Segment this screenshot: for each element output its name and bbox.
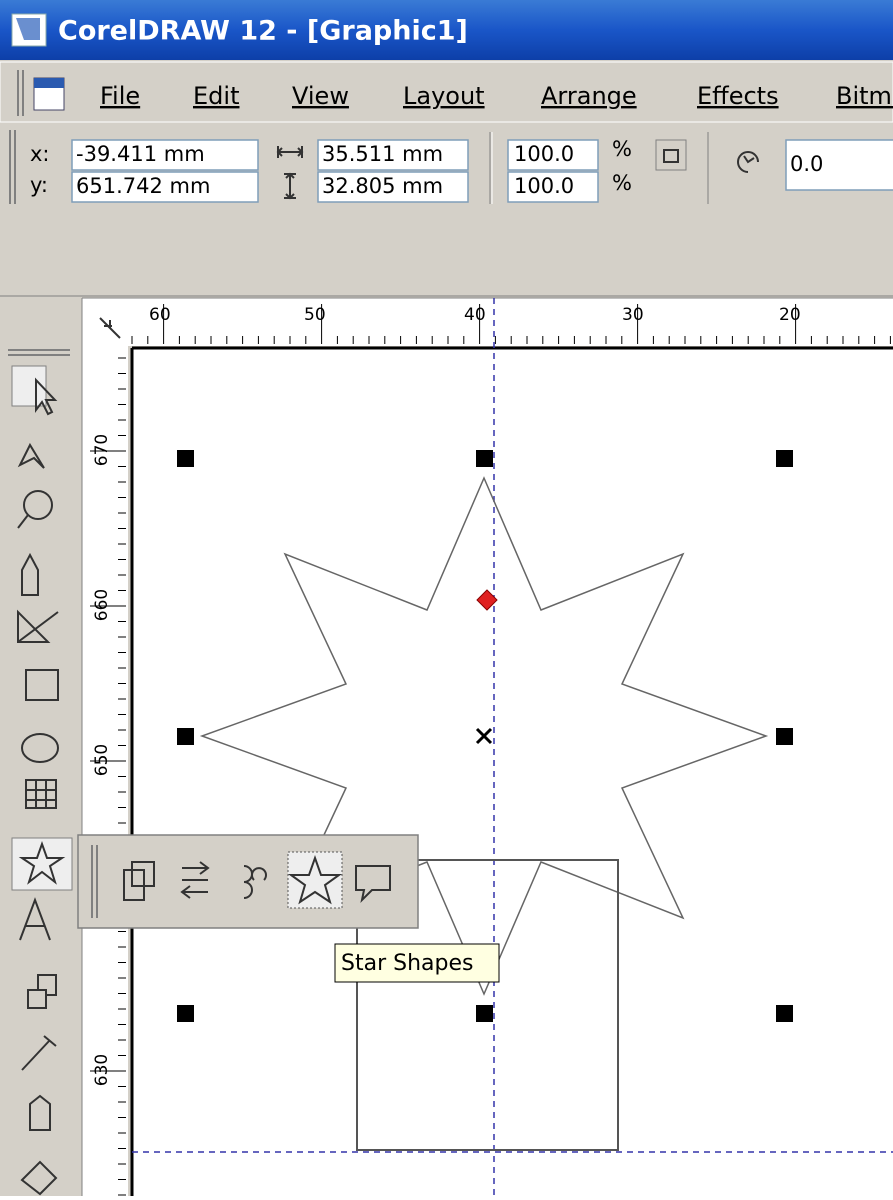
menu-item[interactable]: File [100,82,140,110]
y-label: y: [30,173,48,197]
tooltip-text: Star Shapes [341,951,473,976]
ruler-label: 650 [92,744,112,776]
polygon-tool[interactable] [123,861,155,901]
center-mark [475,727,493,745]
ellipse-tool[interactable] [21,733,59,763]
shape-tool[interactable] [17,442,45,469]
rotate-icon [737,151,759,173]
handle[interactable] [476,450,493,467]
height-icon [284,172,296,200]
ruler-label: 60 [149,305,171,325]
vertical-ruler [82,298,128,1196]
rectangle-tool[interactable] [25,669,59,701]
handle[interactable] [776,450,793,467]
scale-y-unit: % [612,171,632,195]
lock-ratio-button[interactable] [655,139,687,171]
text-tool[interactable] [19,897,51,941]
handle[interactable] [776,728,793,745]
horizontal-ruler [82,298,893,346]
y-value: 651.742 mm [76,174,210,198]
height-value: 32.805 mm [322,174,443,198]
star-shapes-icon [287,854,343,905]
x-label: x: [30,142,50,166]
ruler-label: 630 [92,1054,112,1086]
scale-y-field[interactable] [507,171,599,203]
doc-icon-bar [34,78,64,88]
spiral-tool[interactable] [180,861,210,899]
x-value: -39.411 mm [76,142,205,166]
tooltip [334,943,500,983]
selection-handles [177,450,793,1022]
title-bar [0,0,893,60]
smart-tool[interactable] [17,609,59,643]
y-field[interactable] [71,171,259,203]
scale-x-unit: % [612,137,632,161]
handle[interactable] [476,1005,493,1022]
width-value: 35.511 mm [322,142,443,166]
width-icon [276,146,304,158]
scale-y-value: 100.0 [514,174,574,198]
freehand-tool[interactable] [21,552,39,596]
handle[interactable] [177,450,194,467]
callout-tool[interactable] [355,865,391,904]
width-field[interactable] [317,139,469,171]
lock-icon [663,149,679,163]
handle[interactable] [177,728,194,745]
blend-tool[interactable] [27,974,57,1009]
zoom-tool[interactable] [23,490,53,520]
handle[interactable] [177,1005,194,1022]
pick-icon [35,377,58,416]
ruler-label: 670 [92,434,112,466]
outline-tool[interactable] [29,1094,51,1131]
menu-item[interactable]: View [292,82,349,110]
graph-tool[interactable] [25,779,57,809]
menu-item[interactable]: Layout [403,82,485,110]
ruler-label: 50 [304,305,326,325]
rotation-field[interactable] [785,139,893,191]
handle[interactable] [776,1005,793,1022]
ruler-label: 20 [779,305,801,325]
drawing-canvas[interactable] [132,348,893,1196]
star-icon [18,841,66,885]
ruler-label: 660 [92,589,112,621]
menu-item[interactable]: Edit [193,82,239,110]
zoom-handle [17,514,29,529]
menu-item[interactable]: Bitmaps [836,82,893,110]
fill-tool[interactable] [20,1160,58,1196]
ruler-origin [99,317,121,339]
x-field[interactable] [71,139,259,171]
scale-x-field[interactable] [507,139,599,171]
rectangle-shape[interactable] [356,859,619,1151]
app-icon-glyph [16,18,40,40]
rotation-value: 0.0 [790,152,823,176]
menu-item[interactable]: Effects [697,82,779,110]
toolbox [0,342,78,1196]
window-title: CorelDRAW 12 - [Graphic1] [58,16,468,47]
eyedropper-tool[interactable] [21,1035,57,1071]
ruler-label: 30 [622,305,644,325]
star-shape[interactable] [199,476,769,996]
node-handle[interactable] [476,589,498,611]
scale-x-value: 100.0 [514,142,574,166]
height-field[interactable] [317,171,469,203]
graph-paper-tool[interactable] [243,865,267,899]
ruler-label: 40 [464,305,486,325]
menu-item[interactable]: Arrange [541,82,637,110]
menu-bar [0,61,893,123]
